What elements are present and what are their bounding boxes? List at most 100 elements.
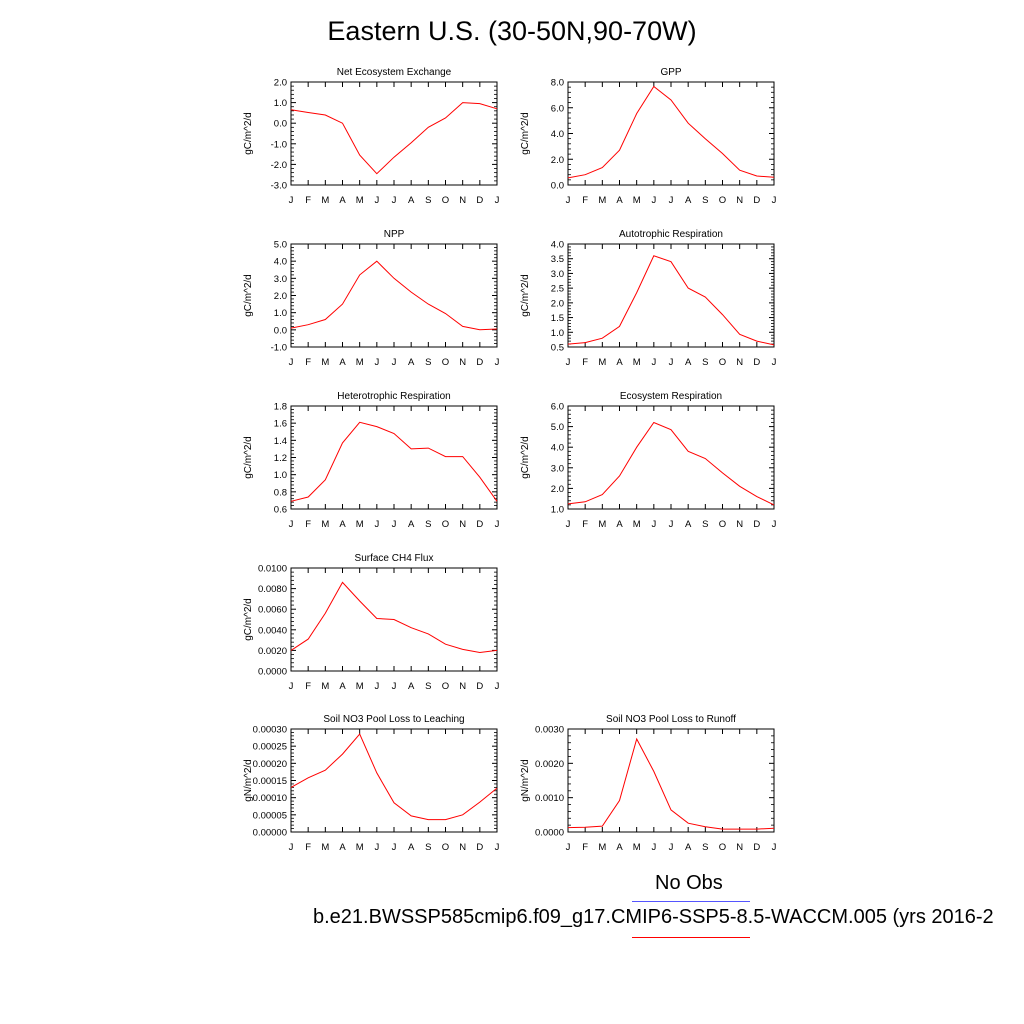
x-tick-label: F [305,842,311,853]
x-tick-label: J [651,842,656,853]
x-tick-label: A [339,842,346,853]
x-tick-label: A [685,195,692,206]
y-tick-label: 3.0 [551,463,564,474]
y-tick-label: 0.0 [274,325,287,336]
x-tick-label: A [339,357,346,368]
x-tick-label: A [616,195,623,206]
x-tick-label: N [736,842,743,853]
y-axis-label: gC/m^2/d [243,274,254,317]
x-tick-label: J [392,681,397,692]
x-tick-label: A [408,842,415,853]
x-tick-label: M [321,519,329,530]
legend-obs-label: No Obs [655,872,723,894]
figure-title: Eastern U.S. (30-50N,90-70W) [327,16,697,46]
y-tick-label: 6.0 [551,103,564,114]
y-tick-label: 0.0080 [258,584,287,595]
x-tick-label: J [374,842,379,853]
x-tick-label: J [566,195,571,206]
x-tick-label: S [702,842,708,853]
x-tick-label: D [476,681,483,692]
x-tick-label: J [495,681,500,692]
series-line [567,85,775,179]
y-tick-label: 2.0 [274,78,287,89]
y-axis-label: gN/m^2/d [520,759,531,802]
y-axis-label: gC/m^2/d [520,436,531,479]
x-tick-label: J [651,357,656,368]
x-tick-label: A [616,842,623,853]
y-axis-label: gC/m^2/d [243,598,254,641]
panel-leach: Soil NO3 Pool Loss to LeachinggN/m^2/d0.… [243,714,500,853]
y-axis-label: gC/m^2/d [243,112,254,155]
x-tick-label: M [598,842,606,853]
y-tick-label: 1.5 [551,313,564,324]
x-tick-label: N [736,195,743,206]
y-tick-label: 0.00025 [253,742,287,753]
y-tick-label: 5.0 [274,240,287,251]
x-tick-label: M [356,681,364,692]
x-tick-label: A [408,681,415,692]
x-tick-label: M [356,357,364,368]
plot-frame [567,728,775,833]
x-tick-label: J [772,195,777,206]
y-tick-label: 1.2 [274,453,287,464]
plot-frame [290,405,498,510]
x-tick-label: J [392,195,397,206]
x-tick-label: M [321,842,329,853]
x-tick-label: J [374,519,379,530]
panel-title: Net Ecosystem Exchange [337,67,452,78]
x-tick-label: F [305,519,311,530]
x-tick-label: D [476,842,483,853]
x-tick-label: F [582,519,588,530]
x-tick-label: A [685,519,692,530]
plot-frame [290,728,498,833]
x-tick-label: O [719,842,726,853]
x-tick-label: J [669,357,674,368]
x-tick-label: N [736,519,743,530]
y-tick-label: 1.4 [274,436,287,447]
panel-title: Surface CH4 Flux [355,553,434,564]
y-tick-label: 1.6 [274,419,287,430]
series-line [290,102,498,175]
y-tick-label: 8.0 [551,78,564,89]
y-tick-label: 5.0 [551,422,564,433]
y-tick-label: 0.0 [274,119,287,130]
x-tick-label: M [633,519,641,530]
x-tick-label: J [374,195,379,206]
x-tick-label: M [633,195,641,206]
series-line [290,260,498,331]
x-tick-label: A [339,519,346,530]
x-tick-label: D [753,195,760,206]
x-tick-label: A [408,357,415,368]
x-tick-label: F [582,195,588,206]
x-tick-label: A [616,357,623,368]
y-tick-label: 2.0 [551,155,564,166]
x-tick-label: M [356,195,364,206]
x-tick-label: J [495,357,500,368]
x-tick-label: M [633,842,641,853]
x-tick-label: A [408,519,415,530]
x-tick-label: J [772,519,777,530]
plot-frame [567,405,775,510]
x-tick-label: D [753,357,760,368]
x-tick-label: J [651,195,656,206]
y-tick-label: 3.0 [274,274,287,285]
x-tick-label: A [339,681,346,692]
x-tick-label: D [753,519,760,530]
y-tick-label: 2.0 [274,291,287,302]
x-tick-label: F [305,357,311,368]
x-tick-label: N [736,357,743,368]
x-tick-label: M [598,519,606,530]
panel-title: Soil NO3 Pool Loss to Leaching [323,714,464,725]
legend-case-line [632,937,750,938]
x-tick-label: S [702,195,708,206]
x-tick-label: M [633,357,641,368]
x-tick-label: J [289,519,294,530]
plot-frame [290,81,498,186]
y-tick-label: 1.0 [551,505,564,516]
x-tick-label: D [476,195,483,206]
panel-title: Autotrophic Respiration [619,229,723,240]
y-tick-label: -1.0 [271,139,287,150]
x-tick-label: J [289,357,294,368]
y-tick-label: -2.0 [271,160,287,171]
